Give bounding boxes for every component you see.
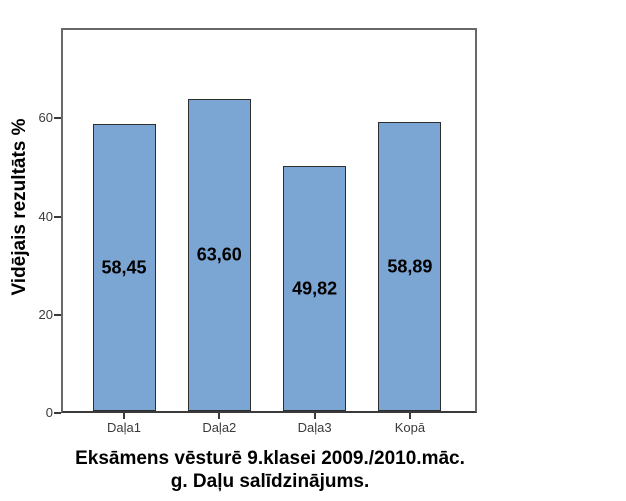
bar: 63,60 xyxy=(187,99,251,411)
bar-value-label: 58,45 xyxy=(101,257,147,277)
y-axis-title: Vidējais rezultāts % xyxy=(9,118,30,296)
y-tick-label: 60 xyxy=(38,110,53,126)
bar: 58,89 xyxy=(378,122,442,411)
bar: 49,82 xyxy=(283,166,347,411)
x-tick xyxy=(218,413,221,419)
y-tick xyxy=(54,215,61,218)
bar-value-label: 63,60 xyxy=(196,244,242,265)
y-tick-label: 40 xyxy=(38,208,53,224)
x-tick xyxy=(408,413,411,419)
bar-value-label: 49,82 xyxy=(292,278,338,298)
bar-value-label: 58,89 xyxy=(387,256,433,276)
x-tick-label: Daļa1 xyxy=(107,420,141,435)
chart-title: Eksāmens vēsturē 9.klasei 2009./2010.māc… xyxy=(0,447,540,493)
x-tick-label: Daļa2 xyxy=(202,420,237,435)
x-tick xyxy=(313,413,316,419)
x-tick-label: Kopā xyxy=(394,420,426,435)
x-tick-label: Daļa3 xyxy=(297,420,332,435)
y-tick xyxy=(54,313,61,316)
y-tick xyxy=(54,117,61,120)
chart-title-line-2: g. Daļu salīdzinājums. xyxy=(170,471,370,492)
y-tick-label: 20 xyxy=(38,306,53,322)
chart-title-line-1: Eksāmens vēsturē 9.klasei 2009./2010.māc… xyxy=(75,448,465,469)
y-tick-label: 0 xyxy=(45,405,53,420)
bar: 58,45 xyxy=(92,124,156,411)
x-tick xyxy=(123,413,125,419)
plot-area: 58,45 63,60 49,82 58,89 xyxy=(61,28,477,413)
y-tick xyxy=(54,412,61,414)
